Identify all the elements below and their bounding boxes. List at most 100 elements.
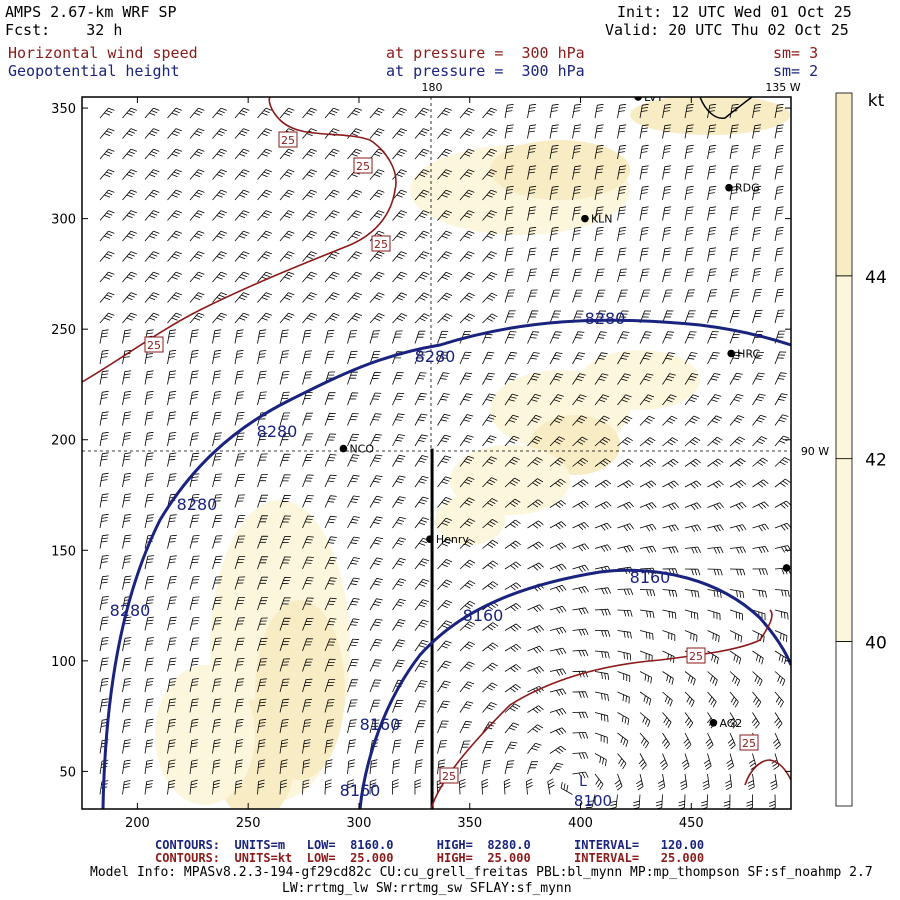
wind-barb — [369, 577, 383, 590]
wind-barb — [684, 394, 700, 406]
wind-barb — [527, 666, 544, 674]
wind-barb — [189, 251, 205, 262]
wind-barb — [279, 719, 289, 734]
wind-barb — [369, 759, 378, 775]
wind-barb — [234, 370, 244, 385]
wind-barb — [392, 557, 407, 570]
wind-barb — [212, 759, 221, 775]
wind-barb — [369, 210, 385, 221]
wind-barb — [726, 753, 734, 770]
wind-barb — [459, 539, 476, 549]
wind-barb — [392, 659, 405, 672]
wind-barb — [437, 251, 452, 262]
wind-barb — [324, 618, 337, 631]
speed-contour-label: 25 — [374, 238, 388, 251]
wind-barb — [594, 650, 610, 659]
wind-barb — [167, 349, 177, 365]
wind-barb — [527, 625, 545, 633]
wind-barb — [609, 794, 618, 809]
wind-barb — [347, 699, 358, 713]
wind-barb — [774, 267, 784, 283]
wind-barb — [729, 458, 746, 467]
wind-barb — [167, 411, 177, 426]
wind-barb — [527, 520, 544, 529]
wind-barb — [257, 148, 272, 160]
wind-barb — [752, 671, 763, 687]
wind-barb — [549, 584, 567, 593]
wind-barb — [347, 230, 362, 242]
wind-barb — [414, 189, 430, 201]
wind-barb — [482, 581, 499, 590]
wind-barb — [392, 779, 399, 795]
wind-barb — [594, 587, 612, 595]
wind-barb — [639, 352, 653, 365]
wind-barb — [167, 370, 177, 385]
wind-barb — [302, 495, 314, 508]
wind-barb — [661, 732, 670, 750]
wind-barb — [167, 473, 177, 488]
wind-barb — [302, 412, 313, 426]
wind-barb — [774, 478, 791, 488]
speed-contour-label: 25 — [147, 339, 161, 352]
wind-barb — [144, 148, 160, 160]
wind-barb — [99, 657, 109, 672]
wind-barb — [680, 773, 688, 791]
wind-barb — [617, 268, 628, 283]
wind-barb — [572, 711, 589, 719]
wind-barb — [437, 189, 452, 201]
wind-barb — [437, 579, 453, 590]
wind-barb — [774, 671, 786, 686]
wind-barb — [189, 617, 200, 631]
wind-barb — [414, 619, 429, 631]
wind-barb — [617, 206, 627, 221]
wind-barb — [99, 329, 109, 344]
wind-barb — [234, 432, 245, 447]
wind-barb — [437, 660, 452, 672]
wind-barb — [594, 773, 604, 790]
wind-barb — [414, 759, 423, 775]
wind-barb — [684, 691, 695, 707]
wind-barb — [279, 597, 291, 611]
wind-barb — [482, 230, 497, 242]
wind-barb — [482, 519, 498, 529]
height-contour-label: 8160 — [630, 568, 671, 587]
wind-barb — [774, 247, 784, 262]
wind-barb — [527, 310, 539, 324]
wind-barb — [99, 292, 115, 303]
wind-barb — [639, 247, 649, 262]
wind-barb — [729, 185, 739, 201]
wind-barb — [99, 575, 109, 590]
wind-barb — [549, 563, 567, 572]
wind-barb — [144, 534, 155, 549]
wind-barb — [662, 712, 672, 728]
wind-barb — [324, 312, 340, 324]
wind-barb — [752, 393, 766, 406]
wind-barb — [639, 458, 656, 467]
wind-barb — [189, 698, 199, 713]
wind-barb — [189, 739, 199, 754]
wind-barb — [414, 720, 426, 734]
wind-barb — [257, 391, 267, 406]
wind-barb — [482, 642, 499, 652]
wind-barb — [347, 251, 362, 262]
wind-barb — [99, 271, 115, 283]
wind-barb — [684, 247, 694, 262]
wind-barb — [549, 352, 563, 365]
station-label: LVT — [644, 91, 663, 104]
wind-barb — [725, 773, 733, 791]
wind-barb — [504, 519, 521, 529]
wind-barb — [459, 600, 476, 611]
wind-barb — [347, 536, 360, 549]
wind-barb — [752, 267, 762, 283]
wind-barb — [594, 458, 611, 467]
wind-barb — [504, 643, 522, 653]
wind-barb — [459, 292, 475, 303]
wind-barb — [707, 310, 718, 324]
wind-barb — [662, 144, 672, 160]
wind-barb — [234, 739, 244, 754]
wind-barb — [774, 691, 784, 708]
wind-barb — [729, 609, 743, 621]
wind-barb — [99, 169, 115, 180]
wind-barb — [392, 189, 407, 201]
wind-barb — [617, 226, 627, 242]
